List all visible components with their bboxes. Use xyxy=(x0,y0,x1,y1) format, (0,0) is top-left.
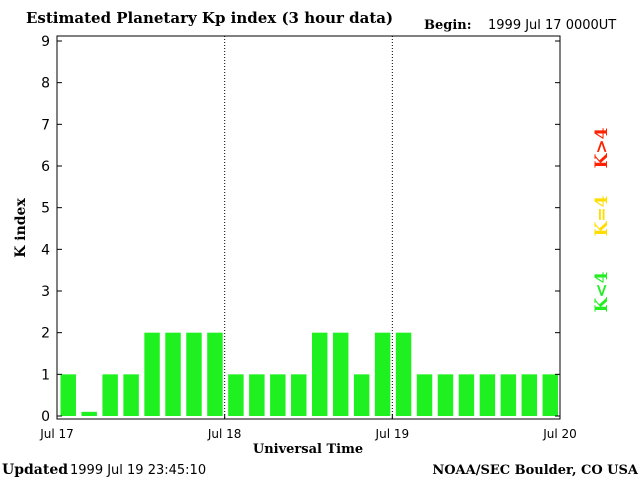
y-tick-label: 3 xyxy=(41,284,50,300)
begin-label: Begin: xyxy=(424,18,472,33)
kp-bar xyxy=(458,374,475,416)
y-tick-label: 8 xyxy=(41,76,50,92)
y-tick-label: 2 xyxy=(41,326,50,342)
plot-frame xyxy=(56,35,561,420)
legend-entry: K<4 xyxy=(592,271,612,312)
kp-bar xyxy=(353,374,370,416)
kp-bar xyxy=(228,374,244,416)
y-tick-label: 7 xyxy=(41,117,50,133)
y-tick-label: 6 xyxy=(41,159,50,175)
kp-bar xyxy=(186,332,202,416)
y-tick-label: 9 xyxy=(41,34,50,50)
kp-bar xyxy=(312,332,328,416)
legend-entry: K=4 xyxy=(592,195,612,236)
kp-bar xyxy=(81,411,97,416)
y-axis-label: K index xyxy=(13,198,29,258)
x-tick-label: Jul 18 xyxy=(207,427,242,441)
x-axis-label: Universal Time xyxy=(253,442,363,457)
x-tick-label: Jul 20 xyxy=(542,427,577,441)
begin-value: 1999 Jul 17 0000UT xyxy=(488,18,616,33)
kp-bar xyxy=(144,332,160,416)
kp-bar xyxy=(60,374,76,416)
kp-bar xyxy=(479,374,496,416)
kp-bar xyxy=(395,332,412,416)
y-tick-label: 0 xyxy=(41,409,50,425)
legend-entry: K>4 xyxy=(592,127,612,168)
kp-bar xyxy=(207,332,223,416)
kp-bar xyxy=(270,374,286,416)
x-tick-label: Jul 19 xyxy=(375,427,410,441)
kp-bar xyxy=(123,374,139,416)
kp-bar xyxy=(332,332,349,416)
kp-bar xyxy=(437,374,454,416)
chart-title: Estimated Planetary Kp index (3 hour dat… xyxy=(26,9,393,27)
updated-label: Updated xyxy=(2,462,68,478)
kp-bar xyxy=(521,374,538,416)
kp-bar xyxy=(102,374,118,416)
kp-bar xyxy=(416,374,433,416)
kp-bar xyxy=(291,374,307,416)
kp-bar xyxy=(374,332,391,416)
x-tick-label: Jul 17 xyxy=(39,427,74,441)
credit-text: NOAA/SEC Boulder, CO USA xyxy=(432,463,639,478)
y-tick-label: 5 xyxy=(41,201,50,217)
y-tick-label: 4 xyxy=(41,242,50,258)
kp-bar xyxy=(165,332,181,416)
kp-bar xyxy=(249,374,265,416)
updated-value: 1999 Jul 19 23:45:10 xyxy=(70,463,206,478)
kp-bar xyxy=(500,374,517,416)
kp-bar xyxy=(542,374,558,416)
y-tick-label: 1 xyxy=(41,367,50,383)
